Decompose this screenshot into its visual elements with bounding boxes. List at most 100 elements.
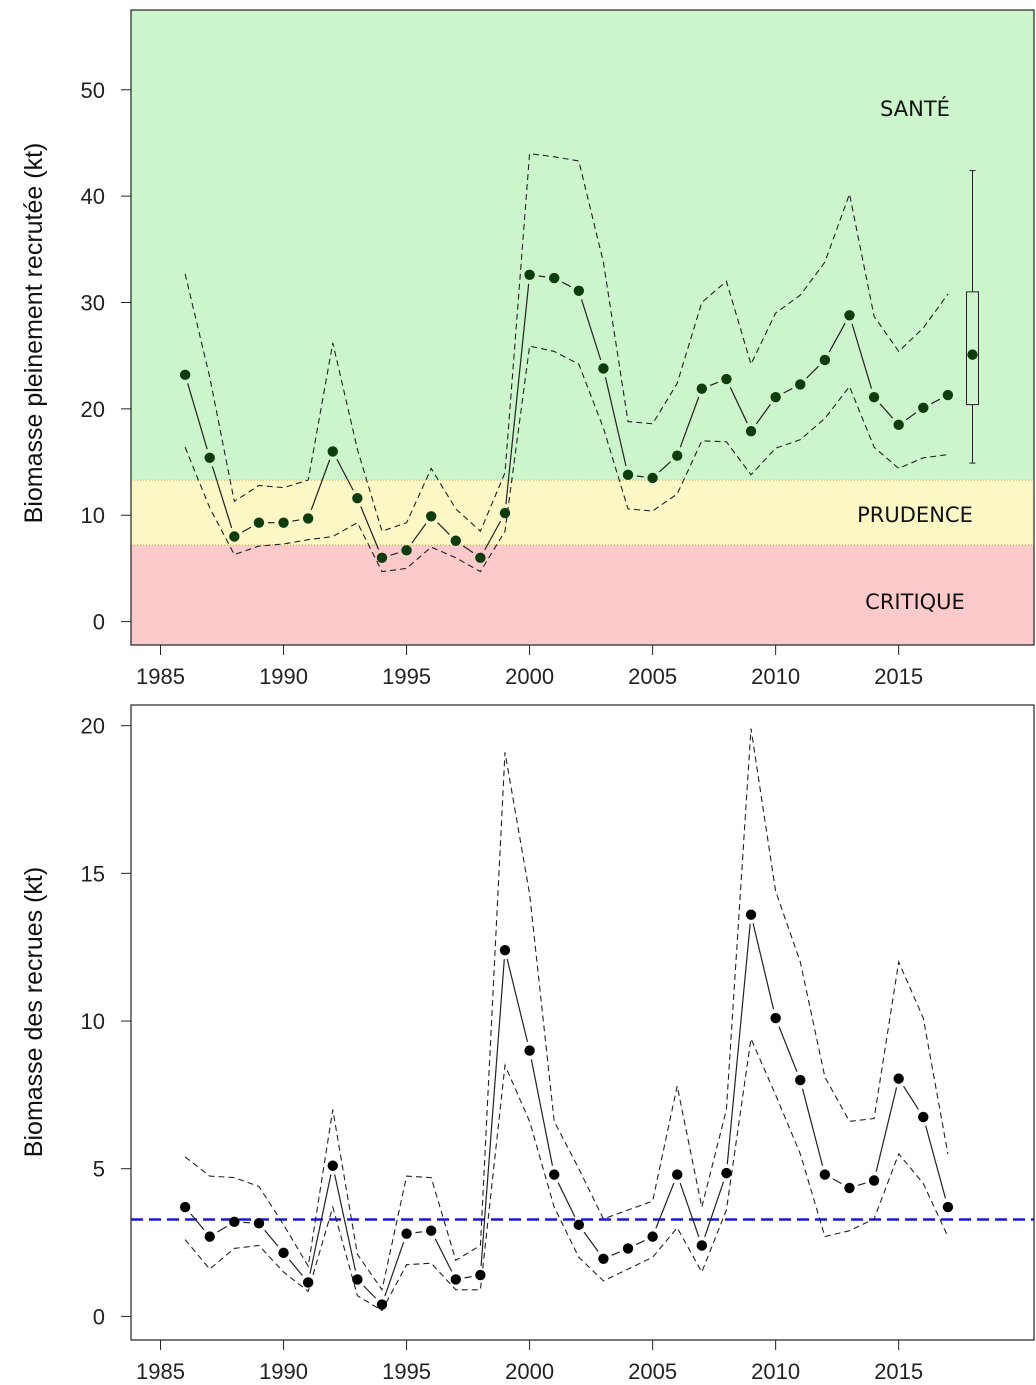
y-tick-label: 30: [81, 291, 105, 316]
median-segment: [778, 1026, 798, 1072]
median-segment: [658, 461, 671, 473]
median-point-1990: [278, 517, 289, 528]
median-segment: [292, 519, 300, 522]
series-lower-line: [184, 1036, 949, 1312]
median-point-2011: [795, 1074, 806, 1086]
x-tick-label: 2010: [751, 664, 800, 689]
median-segment: [190, 1213, 205, 1231]
median-point-1992: [327, 1160, 338, 1171]
median-segment: [752, 923, 775, 1010]
x-tick-label: 2010: [751, 1359, 800, 1384]
plot-frame: [130, 704, 1035, 1341]
zone-band-1: [131, 480, 1034, 546]
median-point-2012: [819, 1169, 831, 1180]
median-point-1993: [352, 493, 363, 504]
median-segment: [310, 459, 331, 511]
median-point-1988: [229, 531, 240, 542]
median-point-2005: [647, 1231, 658, 1242]
median-segment: [264, 1229, 279, 1247]
median-point-2008: [721, 1167, 732, 1179]
median-point-2012: [819, 354, 831, 366]
median-segment: [729, 386, 748, 424]
median-segment: [187, 383, 208, 450]
x-tick-label: 2015: [874, 664, 923, 689]
median-point-2004: [622, 469, 634, 481]
median-point-2010: [770, 391, 781, 403]
zone-band-2: [131, 545, 1034, 645]
median-segment: [538, 275, 546, 278]
median-point-2004: [622, 1243, 634, 1254]
median-segment: [655, 1182, 675, 1229]
median-point-2003: [598, 1253, 609, 1264]
median-point-2006: [672, 1169, 683, 1180]
zone-band-0: [131, 10, 1034, 481]
median-point-2016: [918, 1111, 929, 1123]
median-point-2007: [696, 1240, 708, 1251]
y-tick-label: 50: [81, 78, 105, 103]
median-point-2006: [672, 450, 683, 461]
y-axis-title-top: Biomasse pleinement recrutée (kt): [20, 143, 48, 524]
median-point-1987: [204, 452, 215, 463]
median-point-2013: [844, 1182, 855, 1194]
median-point-1991: [302, 513, 314, 524]
median-point-2008: [721, 373, 732, 385]
median-segment: [415, 1231, 423, 1234]
panel-fully-recruited-biomass: Biomasse pleinement recrutée (kt) SANTÉ P…: [20, 9, 1035, 689]
series-upper-line: [184, 728, 949, 1292]
median-segment: [679, 396, 700, 448]
median-point-2014: [868, 391, 880, 403]
median-point-2016: [918, 402, 929, 414]
median-segment: [334, 1174, 357, 1271]
median-point-1998: [475, 552, 486, 563]
median-point-1997: [450, 1274, 461, 1285]
y-tick-label: 10: [81, 503, 105, 528]
y-tick-label: 0: [93, 1304, 105, 1329]
median-segment: [755, 404, 771, 425]
median-segment: [903, 1085, 919, 1110]
median-segment: [384, 1241, 405, 1297]
x-tick-label: 1990: [259, 664, 308, 689]
median-point-1992: [327, 446, 338, 457]
median-segment: [726, 923, 751, 1165]
median-segment: [879, 403, 894, 419]
median-point-2010: [770, 1012, 781, 1024]
median-point-2003: [598, 363, 609, 374]
panel-recruit-biomass: Biomasse des recrues (kt) 0 5 10 15 20 1985 19…: [20, 704, 1035, 1384]
median-segment: [905, 412, 917, 421]
median-point-1993: [352, 1274, 363, 1285]
y-tick-label: 0: [93, 610, 105, 635]
median-segment: [211, 466, 233, 529]
median-point-1991: [302, 1277, 314, 1288]
median-point-2002: [573, 285, 585, 297]
median-segment: [241, 526, 252, 533]
plot-frame: [130, 9, 1035, 646]
median-segment: [390, 552, 399, 556]
median-point-2002: [573, 1219, 585, 1231]
median-segment: [857, 1182, 866, 1186]
y-tick-label: 40: [81, 184, 105, 209]
median-segment: [288, 1259, 303, 1276]
y-tick-label: 15: [81, 861, 105, 886]
median-point-2001: [549, 272, 560, 284]
median-segment: [506, 958, 529, 1042]
median-segment: [411, 523, 427, 544]
median-point-2011: [795, 379, 806, 390]
median-point-1987: [204, 1231, 215, 1242]
median-segment: [561, 281, 572, 288]
median-segment: [828, 322, 846, 353]
y-tick-label: 5: [93, 1157, 105, 1182]
median-segment: [437, 522, 450, 535]
x-tick-label: 1990: [259, 1359, 308, 1384]
median-segment: [783, 388, 793, 394]
median-segment: [217, 1225, 227, 1233]
median-segment: [875, 1087, 898, 1172]
x-tick-label: 2000: [505, 1359, 554, 1384]
median-point-1990: [278, 1247, 289, 1259]
median-segment: [704, 1181, 725, 1238]
median-segment: [679, 1182, 700, 1238]
series-lower-line: [184, 345, 948, 573]
median-point-1986: [179, 1201, 191, 1213]
median-segment: [530, 1059, 554, 1166]
median-segment: [710, 381, 719, 386]
median-point-1994: [376, 1299, 388, 1310]
